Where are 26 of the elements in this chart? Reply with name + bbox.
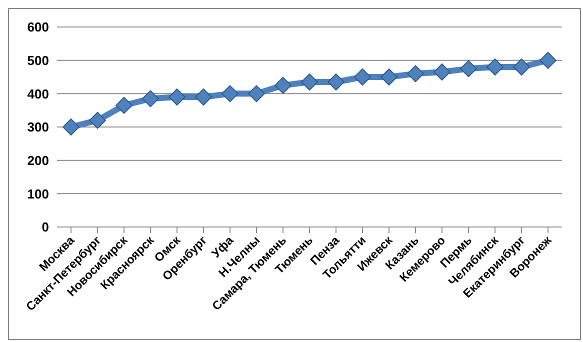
- y-tick-label: 100: [27, 186, 49, 202]
- point: [274, 76, 292, 94]
- point: [434, 64, 450, 80]
- point: [116, 96, 132, 114]
- y-tick-label: 0: [42, 220, 49, 235]
- y-tick-label: 600: [27, 20, 49, 35]
- point: [195, 88, 212, 106]
- point: [407, 65, 424, 82]
- point: [142, 90, 159, 108]
- point: [354, 68, 371, 86]
- point: [168, 88, 186, 106]
- point: [248, 85, 265, 102]
- point: [486, 58, 504, 76]
- point: [513, 58, 530, 76]
- point: [301, 74, 318, 90]
- y-tick-label: 400: [27, 86, 49, 102]
- point: [328, 74, 344, 90]
- point: [222, 85, 238, 102]
- y-tick-label: 200: [27, 152, 49, 168]
- point: [62, 118, 80, 136]
- point: [380, 68, 398, 86]
- point: [89, 112, 106, 129]
- point: [540, 52, 556, 69]
- y-tick-label: 300: [27, 120, 49, 135]
- point: [460, 60, 477, 78]
- y-tick-label: 500: [27, 52, 49, 68]
